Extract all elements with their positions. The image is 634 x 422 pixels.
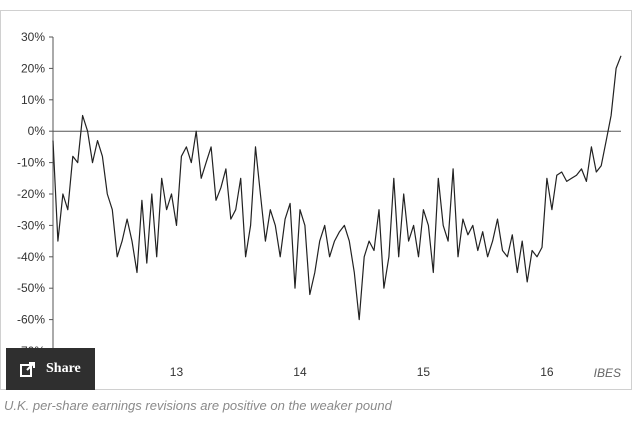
x-axis: 13 14 15 16: [170, 365, 554, 379]
share-label: Share: [46, 361, 81, 376]
y-tick-label: 30%: [21, 30, 45, 44]
x-tick-label: 16: [540, 365, 554, 379]
line-chart: 30%20%10%0%-10%-20%-30%-40%-50%-60%-70% …: [17, 30, 622, 380]
chart-frame: 30%20%10%0%-10%-20%-30%-40%-50%-60%-70% …: [0, 10, 632, 390]
chart-caption: U.K. per-share earnings revisions are po…: [4, 398, 392, 413]
y-tick-label: -10%: [17, 156, 45, 170]
y-tick-label: -40%: [17, 250, 45, 264]
series-group: [52, 55, 622, 321]
series-line: [52, 55, 622, 321]
y-tick-label: -50%: [17, 281, 45, 295]
y-tick-label: 0%: [28, 124, 46, 138]
y-tick-label: -30%: [17, 218, 45, 232]
x-tick-label: 13: [170, 365, 184, 379]
y-tick-label: -60%: [17, 313, 45, 327]
x-tick-label: 15: [417, 365, 431, 379]
x-tick-label: 14: [293, 365, 307, 379]
y-tick-label: 20%: [21, 61, 45, 75]
y-tick-label: 10%: [21, 93, 45, 107]
y-axis: 30%20%10%0%-10%-20%-30%-40%-50%-60%-70%: [17, 30, 54, 358]
share-button[interactable]: Share: [6, 348, 95, 390]
share-icon: [20, 362, 35, 377]
y-tick-label: -20%: [17, 187, 45, 201]
source-label: IBES: [594, 366, 621, 380]
